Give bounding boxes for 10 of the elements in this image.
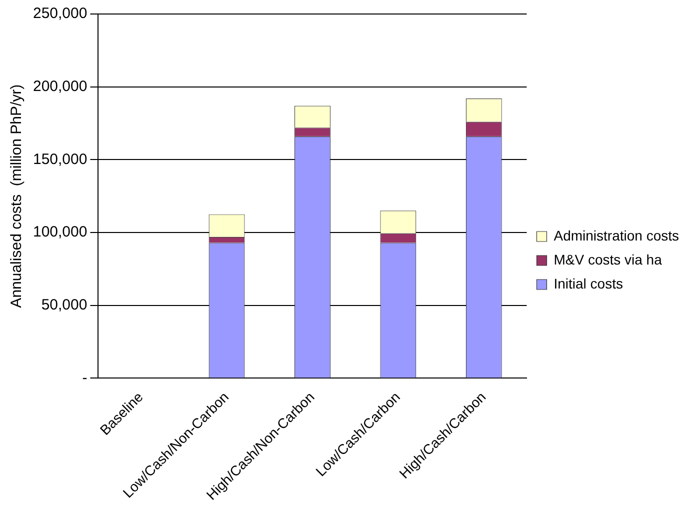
legend-label: Administration costs [554, 227, 680, 244]
y-tick-label: 250,000 [32, 5, 88, 22]
y-tick-label: 50,000 [41, 296, 88, 314]
y-tick-label: - [82, 369, 88, 386]
legend-label: Initial costs [554, 275, 623, 292]
y-tick-label: 150,000 [32, 150, 88, 168]
y-axis-title: Annualised costs (million PhP/yr) [8, 84, 26, 308]
y-tick-label: 200,000 [32, 78, 88, 95]
legend-label: M&V costs via ha [554, 251, 662, 268]
y-tick-label: 100,000 [32, 224, 88, 241]
